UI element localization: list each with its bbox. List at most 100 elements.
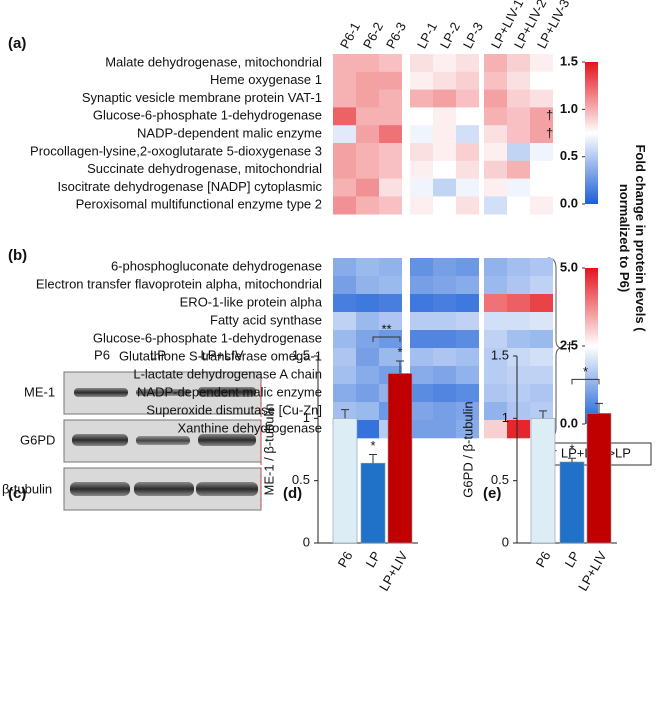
heat-cell: [333, 196, 356, 215]
heat-cell: [433, 384, 456, 403]
heat-cell: [484, 143, 507, 162]
colorbar-tick-label: 2.5: [560, 337, 578, 352]
heat-cell: [379, 258, 402, 277]
row-mark: †: [546, 126, 553, 141]
heat-cell: [356, 402, 379, 421]
x-tick-label: P6: [533, 549, 554, 570]
heat-cell: [456, 348, 479, 367]
heat-cell: [433, 125, 456, 144]
heat-cell: [333, 276, 356, 295]
heat-cell: [356, 54, 379, 73]
heat-cell: [484, 312, 507, 331]
row-label: Heme oxygenase 1: [210, 72, 322, 87]
heat-cell: [530, 160, 553, 179]
heat-cell: [379, 71, 402, 90]
heat-cell: [530, 125, 553, 144]
panel-label: (a): [8, 35, 26, 52]
heat-cell: [333, 348, 356, 367]
heat-cell: [433, 258, 456, 277]
error-bar: [595, 402, 603, 414]
heat-cell: [379, 160, 402, 179]
row-label: Xanthine dehydrogenase: [177, 420, 322, 435]
heat-cell: [507, 402, 530, 421]
row-label: Electron transfer flavoprotein alpha, mi…: [36, 276, 322, 291]
heat-cell: [456, 160, 479, 179]
bar: [530, 418, 556, 544]
heat-cell: [379, 348, 402, 367]
row-label: Malate dehydrogenase, mitochondrial: [105, 54, 322, 69]
heat-cell: [456, 402, 479, 421]
y-axis-label: G6PD / β-tubulin: [460, 401, 475, 497]
row-label: β-tubulin: [2, 481, 52, 496]
heat-cell: [484, 366, 507, 385]
heat-cell: [456, 125, 479, 144]
heat-cell: [507, 330, 530, 349]
colorbar-tick-label: 0.5: [560, 148, 578, 163]
heat-cell: [456, 196, 479, 215]
lane-label: LP: [150, 347, 166, 362]
heat-cell: [484, 330, 507, 349]
heat-cell: [410, 384, 433, 403]
heat-cell: [410, 107, 433, 126]
heat-cell: [410, 178, 433, 197]
heat-cell: [456, 178, 479, 197]
panel-label: (e): [483, 485, 501, 502]
heat-cell: [356, 330, 379, 349]
heat-cell: [356, 420, 379, 439]
heat-cell: [433, 348, 456, 367]
row-mark: †: [546, 108, 553, 123]
heat-cell: [433, 366, 456, 385]
blot-image: [63, 371, 262, 511]
row-label: Synaptic vesicle membrane protein VAT-1: [82, 90, 322, 105]
heat-cell: [410, 196, 433, 215]
heat-cell: [379, 312, 402, 331]
heat-cell: [507, 54, 530, 73]
heat-cell: [379, 125, 402, 144]
row-label: Succinate dehydrogenase, mitochondrial: [87, 161, 322, 176]
heat-cell: [356, 143, 379, 162]
heat-cell: [530, 107, 553, 126]
panel-label: (d): [283, 485, 302, 502]
heat-cell: [356, 71, 379, 90]
heat-cell: [456, 420, 479, 439]
heat-cell: [410, 294, 433, 313]
bracket-label: *: [583, 364, 588, 379]
heat-cell: [433, 402, 456, 421]
heat-cell: [507, 196, 530, 215]
heat-cell: [333, 178, 356, 197]
heat-cell: [379, 294, 402, 313]
heat-cell: [507, 125, 530, 144]
heat-cell: [484, 294, 507, 313]
error-bar: [396, 360, 404, 374]
row-label: Superoxide dismutase [Cu-Zn]: [146, 402, 322, 417]
error-bar: [341, 409, 349, 419]
heat-cell: [530, 312, 553, 331]
column-label: P6-1: [337, 20, 363, 51]
heat-cell: [333, 384, 356, 403]
colorbar-tick-label: 1.0: [560, 101, 578, 116]
heat-cell: [530, 258, 553, 277]
heat-cell: [379, 107, 402, 126]
heat-cell: [456, 89, 479, 108]
bar: [332, 418, 358, 544]
row-label: Glucose-6-phosphate 1-dehydrogenase: [93, 108, 322, 123]
heat-cell: [456, 312, 479, 331]
heat-cell: [530, 348, 553, 367]
y-tick-label: 1: [502, 410, 509, 425]
heat-cell: [433, 330, 456, 349]
heat-cell: [507, 348, 530, 367]
heat-cell: [356, 89, 379, 108]
row-label: G6PD: [20, 432, 55, 447]
significance: *: [370, 438, 375, 453]
heat-cell: [507, 312, 530, 331]
heat-cell: [507, 420, 530, 439]
heat-cell: [379, 330, 402, 349]
colorbar: [585, 268, 598, 424]
column-label: P6-2: [360, 20, 386, 51]
bar: [559, 461, 585, 544]
heat-cell: [456, 330, 479, 349]
heat-cell: [410, 402, 433, 421]
heat-cell: [507, 294, 530, 313]
x-tick-label: LP: [363, 549, 384, 570]
